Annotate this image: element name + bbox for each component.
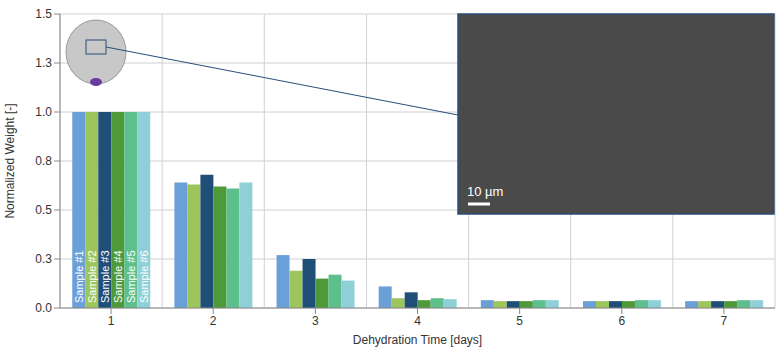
svg-text:0.3: 0.3 [35,252,52,266]
svg-text:0.5: 0.5 [35,203,52,217]
svg-text:Sample #4: Sample #4 [112,250,124,303]
svg-text:1.3: 1.3 [35,56,52,70]
svg-text:0.0: 0.0 [35,301,52,315]
svg-text:1.5: 1.5 [35,7,52,21]
svg-text:0.8: 0.8 [35,154,52,168]
svg-text:1: 1 [108,314,115,328]
svg-text:Dehydration Time [days]: Dehydration Time [days] [353,333,482,347]
svg-text:3: 3 [312,314,319,328]
svg-text:5: 5 [516,314,523,328]
svg-text:7: 7 [721,314,728,328]
svg-text:2: 2 [210,314,217,328]
svg-text:10 µm: 10 µm [467,184,503,199]
svg-text:Sample #1: Sample #1 [73,250,85,303]
svg-text:Normalized Weight [-]: Normalized Weight [-] [3,103,17,218]
svg-text:Sample #6: Sample #6 [138,250,150,303]
svg-text:1.0: 1.0 [35,105,52,119]
svg-text:Sample #2: Sample #2 [86,250,98,303]
svg-text:Sample #3: Sample #3 [99,250,111,303]
svg-text:Sample #5: Sample #5 [125,250,137,303]
svg-text:6: 6 [618,314,625,328]
svg-text:4: 4 [414,314,421,328]
